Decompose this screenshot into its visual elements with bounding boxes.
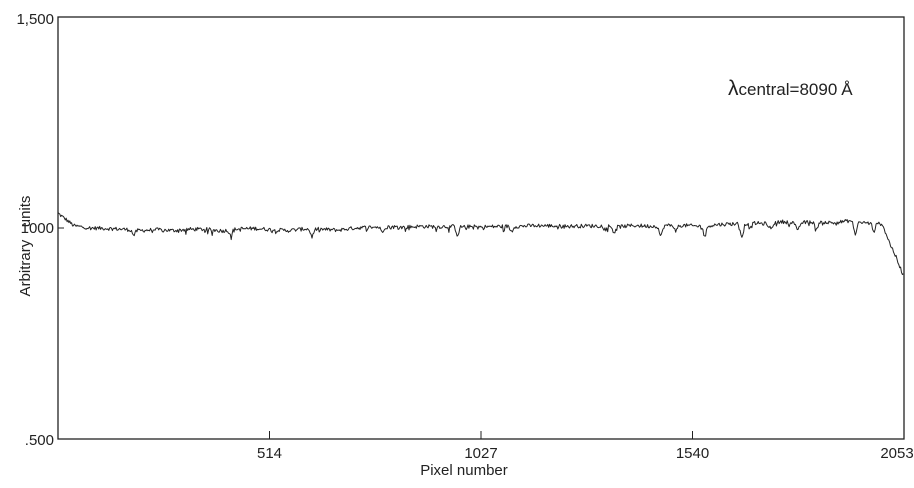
annotation-value: =8090 xyxy=(790,80,838,99)
x-tick-label: 1540 xyxy=(676,445,709,462)
y-tick-label: .500 xyxy=(25,432,54,449)
x-tick-label: 1027 xyxy=(464,445,497,462)
x-axis-ticks: 514 1027 1540 2053 xyxy=(257,431,914,462)
central-wavelength-annotation: λcentral=8090 Å xyxy=(728,77,853,100)
x-tick-label: 514 xyxy=(257,445,282,462)
y-tick-label: 1,500 xyxy=(16,11,54,28)
lambda-symbol: λ xyxy=(728,77,739,100)
y-tick-label: 1000 xyxy=(21,220,54,237)
y-axis-title: Arbitrary units xyxy=(17,196,34,297)
series-line-spectrum xyxy=(57,212,904,275)
y-axis-ticks: .500 1000 1,500 xyxy=(16,11,64,449)
annotation-unit: Å xyxy=(841,80,853,99)
x-tick-label: 2053 xyxy=(880,445,913,462)
x-axis-title: Pixel number xyxy=(420,462,508,479)
annotation-label: central xyxy=(739,80,790,99)
